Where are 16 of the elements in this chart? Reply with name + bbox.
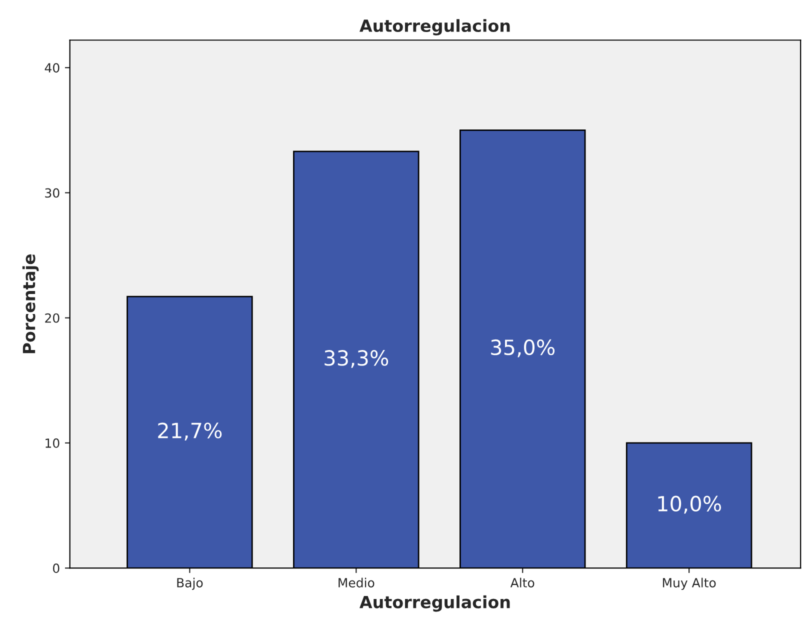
y-tick-label: 10 <box>46 438 60 448</box>
x-tick-label: Medio <box>338 578 374 588</box>
x-tick-label: Bajo <box>177 578 203 590</box>
x-tick-label: Muy Alto <box>662 578 716 590</box>
x-tick-label: Alto <box>510 578 534 588</box>
y-tick-label: 40 <box>44 63 60 73</box>
data-label: 35,0% <box>491 339 555 358</box>
data-label: 21,7% <box>158 422 222 440</box>
data-label: 33,3% <box>324 350 388 368</box>
y-tick-label: 0 <box>53 564 60 573</box>
x-axis-title: Autorregulacion <box>360 595 510 612</box>
y-tick-label: 20 <box>45 313 60 323</box>
chart-title: Autorregulacion <box>360 19 510 36</box>
y-axis-title: Porcentaje <box>22 254 39 354</box>
y-tick-label: 30 <box>45 188 60 198</box>
data-label: 10,0% <box>658 496 722 514</box>
